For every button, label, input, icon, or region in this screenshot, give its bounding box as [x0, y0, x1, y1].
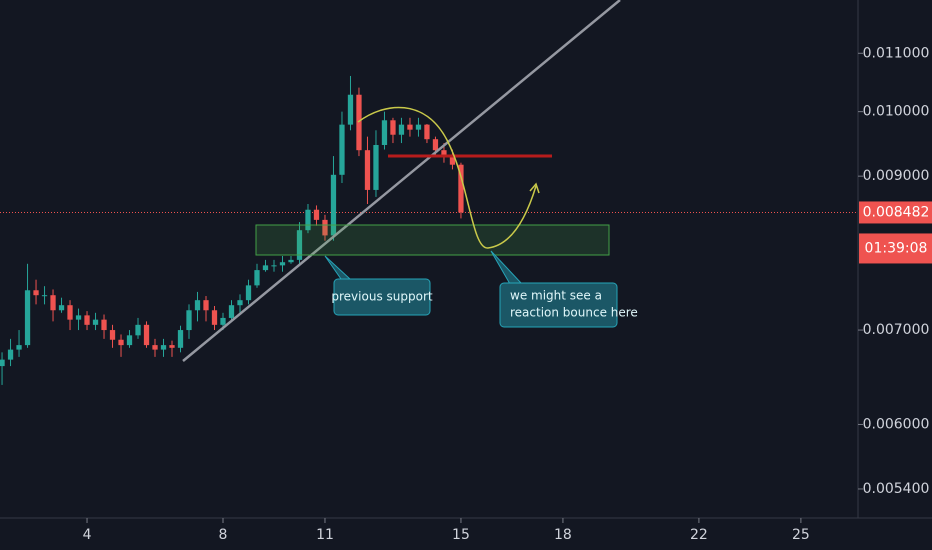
candle-body [126, 335, 133, 346]
candle-body [203, 300, 209, 311]
candle-body [101, 319, 107, 331]
candle-body [390, 120, 396, 135]
candle-body [211, 310, 218, 325]
candle-body [458, 164, 464, 213]
candle-body [407, 124, 413, 130]
candle-body [398, 124, 405, 135]
candle-body [262, 265, 269, 271]
x-tick-label: 22 [690, 527, 708, 543]
callout-box [499, 282, 618, 328]
candle-body [92, 319, 99, 325]
y-tick-label: 0.010000 [863, 104, 930, 120]
candle-body [84, 315, 90, 325]
candle-body [305, 209, 311, 231]
y-tick-label: 0.005400 [863, 481, 930, 497]
candle-body [288, 259, 294, 263]
candle-body [143, 324, 150, 346]
candle-body [356, 94, 362, 151]
y-tick-label: 0.011000 [863, 45, 930, 61]
candle-body [33, 290, 39, 296]
candle-body [415, 124, 422, 130]
x-tick-label: 25 [792, 527, 810, 543]
annotation: we might see a [510, 289, 602, 303]
y-tick-label: 0.007000 [863, 322, 930, 338]
candle-body [194, 300, 201, 311]
countdown-label: 01:39:08 [865, 240, 928, 256]
candle-body [228, 305, 235, 318]
candle-body [254, 270, 260, 286]
candle-body [24, 290, 31, 346]
candle-body [279, 262, 286, 266]
candle-body [373, 144, 379, 190]
plot-area [0, 75, 858, 385]
candle-body [152, 345, 158, 350]
candle-body [177, 330, 184, 348]
candle-body [424, 124, 430, 140]
candle-body [135, 324, 141, 336]
candle-body [67, 305, 73, 320]
candle-body [296, 230, 303, 260]
axes: 0.005400 0.006000 0.007000 0.009000 0.010000… [83, 45, 932, 543]
projection-arrow [529, 182, 540, 194]
candle-body [50, 295, 56, 311]
candle-body [245, 285, 252, 301]
candle-body [271, 265, 277, 267]
last-price-label: 0.008482 [863, 204, 930, 220]
candle-body [58, 305, 65, 311]
candle-body [7, 349, 14, 360]
candle-body [381, 120, 388, 145]
candle-body [364, 150, 371, 190]
candle-body [432, 139, 439, 151]
countdown-box [859, 233, 932, 264]
candle-body [220, 317, 226, 325]
trend-line [182, 0, 621, 362]
x-tick-label: 8 [219, 527, 228, 543]
candle-body [339, 124, 345, 175]
projection-curve [357, 106, 537, 249]
candle-body [109, 330, 116, 340]
last-price-box [859, 201, 932, 224]
candle-body [0, 359, 5, 367]
candle-body [16, 345, 22, 350]
callout-box [333, 278, 431, 316]
candle-body [441, 150, 447, 155]
candle-body [169, 345, 175, 348]
x-tick-label: 15 [452, 527, 470, 543]
x-tick-label: 18 [554, 527, 572, 543]
candle-body [186, 310, 192, 331]
candle-body [330, 174, 337, 236]
candle-body [118, 339, 124, 346]
candle-body [347, 94, 354, 125]
x-tick-label: 4 [83, 527, 92, 543]
candle-body [237, 300, 243, 306]
candle-body [75, 315, 82, 320]
y-tick-label: 0.006000 [863, 416, 930, 432]
x-tick-label: 11 [316, 527, 334, 543]
candle-body [41, 295, 48, 297]
candle-body [313, 209, 320, 220]
support-zone [255, 224, 610, 256]
y-tick-label: 0.009000 [863, 168, 930, 184]
candle-body [449, 154, 456, 165]
annotation: previous support [331, 290, 432, 304]
annotation: reaction bounce here [510, 306, 638, 320]
candle-body [160, 345, 167, 350]
candle-body [322, 219, 328, 236]
